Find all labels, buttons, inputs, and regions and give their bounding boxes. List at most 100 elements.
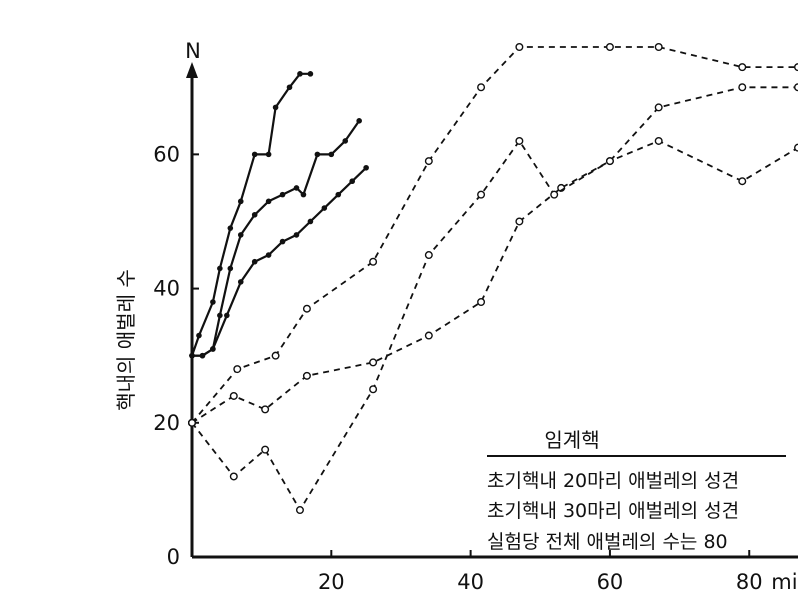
data-point (654, 43, 663, 52)
data-point (251, 258, 258, 265)
series-5 (187, 83, 798, 427)
data-point (335, 191, 342, 198)
data-point (286, 84, 293, 91)
data-point (328, 151, 335, 158)
data-point (217, 312, 223, 319)
data-point (187, 418, 196, 427)
data-point (307, 71, 314, 77)
data-point (794, 63, 798, 72)
data-point (227, 225, 234, 231)
data-point (251, 151, 258, 158)
data-point (271, 351, 280, 360)
data-point (356, 118, 362, 124)
series-1 (189, 71, 314, 359)
data-point (297, 71, 303, 77)
data-point (210, 346, 216, 352)
data-point (424, 251, 433, 260)
data-point (237, 198, 244, 205)
x-tick-label: 80 (736, 570, 763, 594)
series-line (191, 46, 798, 424)
data-point (229, 391, 238, 400)
series-layer (187, 43, 798, 515)
series-6 (187, 136, 798, 515)
data-point (279, 191, 286, 198)
data-point (314, 151, 321, 158)
data-point (295, 506, 304, 515)
data-point (369, 385, 378, 394)
data-point (237, 232, 244, 238)
legend-entry: 초기핵내 20마리 애벌레의 성견 (487, 470, 739, 492)
data-point (605, 43, 614, 52)
legend-title: 임계핵 (544, 428, 599, 452)
data-point (605, 157, 614, 166)
data-point (300, 191, 307, 198)
data-point (265, 151, 272, 158)
data-point (217, 265, 223, 272)
data-point (738, 63, 747, 72)
data-point (477, 298, 486, 307)
legend: 임계핵 초기핵내 20마리 애벌레의 성견 초기핵내 30마리 애벌레의 성견 … (487, 428, 786, 553)
data-point (477, 190, 486, 199)
legend-entry: 실험당 전체 애벌레의 수는 80 (487, 531, 728, 553)
data-point (272, 104, 279, 111)
data-point (424, 157, 433, 166)
data-point (369, 257, 378, 266)
data-point (293, 185, 300, 191)
data-point (302, 304, 311, 313)
data-point (189, 352, 195, 359)
data-point (424, 331, 433, 340)
series-2 (189, 118, 362, 359)
data-point (738, 83, 747, 92)
x-axis-unit: min (771, 570, 798, 594)
data-point (363, 164, 369, 171)
data-point (229, 472, 238, 481)
data-point (210, 299, 216, 305)
y-axis-arrowhead (186, 62, 198, 78)
data-point (199, 352, 206, 359)
data-point (265, 198, 272, 205)
x-tick-label: 40 (457, 570, 484, 594)
data-point (293, 232, 300, 238)
data-point (261, 445, 270, 454)
series-line (190, 72, 311, 357)
data-point (654, 136, 663, 145)
y-tick-label: 40 (153, 277, 180, 301)
legend-entry: 초기핵내 30마리 애벌레의 성견 (487, 500, 739, 522)
data-point (550, 190, 559, 199)
data-point (321, 205, 328, 211)
data-point (477, 83, 486, 92)
data-point (279, 238, 286, 245)
data-point (342, 138, 349, 144)
data-point (237, 279, 244, 285)
series-line (192, 120, 361, 357)
data-point (224, 312, 230, 319)
data-point (233, 365, 242, 374)
data-point (794, 143, 798, 152)
series-line (191, 86, 798, 424)
y-tick-label: 0 (167, 545, 180, 569)
series-line (192, 167, 367, 357)
series-3 (189, 164, 369, 359)
data-point (251, 211, 258, 218)
data-point (515, 43, 524, 52)
data-point (265, 252, 272, 258)
x-tick-label: 60 (597, 570, 624, 594)
data-point (349, 178, 356, 185)
data-point (196, 332, 202, 339)
data-point (227, 265, 234, 272)
y-axis-label: 핵내의 애벌레 수 (114, 269, 138, 411)
data-point (302, 371, 311, 380)
data-point (654, 103, 663, 112)
y-axis-arrow-label: N (185, 39, 201, 63)
data-point (369, 358, 378, 367)
data-point (738, 177, 747, 186)
data-point (515, 217, 524, 226)
x-tick-label: 20 (318, 570, 345, 594)
axes: 0 20 40 60 20 40 60 80 min (153, 62, 798, 594)
y-tick-label: 20 (153, 411, 180, 435)
data-point (794, 83, 798, 92)
y-tick-label: 60 (153, 142, 180, 166)
data-point (307, 218, 314, 225)
data-point (515, 136, 524, 145)
